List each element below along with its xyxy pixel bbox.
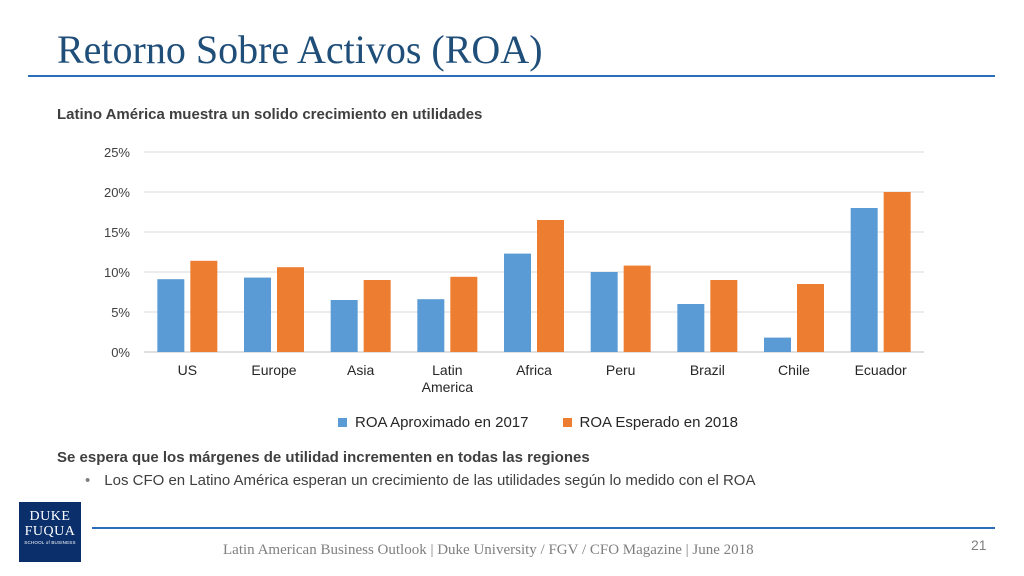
logo-text-fuqua: FUQUA bbox=[24, 524, 76, 539]
bar-2017 bbox=[417, 299, 445, 352]
chart-subtitle: Latino América muestra un solido crecimi… bbox=[57, 106, 483, 123]
footer-source: Latin American Business Outlook | Duke U… bbox=[223, 542, 754, 558]
legend-item-2017: ROA Aproximado en 2017 bbox=[338, 414, 529, 431]
x-tick-label: Africa bbox=[516, 362, 552, 378]
bar-2018 bbox=[190, 260, 218, 352]
y-tick-label: 20% bbox=[104, 185, 130, 200]
page-number: 21 bbox=[971, 537, 987, 553]
bar-2017 bbox=[764, 337, 791, 352]
logo-text-school: SCHOOL of BUSINESS bbox=[24, 540, 76, 545]
bar-2018 bbox=[883, 192, 911, 352]
y-tick-label: 25% bbox=[104, 145, 130, 160]
bar-2018 bbox=[710, 280, 738, 352]
bullet-text: Los CFO en Latino América esperan un cre… bbox=[104, 472, 756, 489]
bar-2018 bbox=[277, 267, 304, 352]
key-point: Se espera que los márgenes de utilidad i… bbox=[57, 449, 590, 466]
bar-2018 bbox=[623, 265, 651, 352]
bar-2017 bbox=[244, 277, 271, 352]
x-tick-label: US bbox=[178, 362, 197, 378]
y-tick-label: 10% bbox=[104, 265, 130, 280]
x-tick-label: Europe bbox=[251, 362, 296, 378]
legend-label-2017: ROA Aproximado en 2017 bbox=[355, 414, 529, 431]
duke-fuqua-logo: DUKE FUQUA SCHOOL of BUSINESS bbox=[19, 502, 81, 562]
roa-bar-chart: 0% 5% 10% 15% 20% 25% US Europe Asia Latin America… bbox=[104, 145, 924, 395]
bar-2018 bbox=[537, 220, 564, 352]
x-tick-label: Peru bbox=[606, 362, 636, 378]
logo-text-duke: DUKE bbox=[29, 509, 71, 524]
bar-2017 bbox=[330, 300, 358, 352]
legend-swatch-2017 bbox=[338, 418, 348, 427]
x-tick-label: Asia bbox=[347, 362, 374, 378]
x-tick-label: Ecuador bbox=[855, 362, 907, 378]
y-tick-label: 15% bbox=[104, 225, 130, 240]
footer-divider bbox=[92, 527, 995, 529]
bar-2018 bbox=[797, 284, 824, 352]
x-tick-label: Latin America bbox=[422, 362, 474, 395]
x-tick-label: Brazil bbox=[690, 362, 725, 378]
slide-title: Retorno Sobre Activos (ROA) bbox=[57, 27, 543, 72]
chart-legend: ROA Aproximado en 2017 ROA Esperado en 2… bbox=[0, 414, 1024, 431]
bar-2017 bbox=[157, 279, 185, 352]
y-tick-label: 0% bbox=[111, 345, 130, 360]
bullet-item: • Los CFO en Latino América esperan un cr… bbox=[85, 472, 755, 489]
bar-2017 bbox=[590, 272, 618, 352]
bar-2017 bbox=[504, 253, 531, 352]
title-divider bbox=[28, 75, 995, 77]
legend-label-2018: ROA Esperado en 2018 bbox=[579, 414, 738, 431]
x-tick-label: Chile bbox=[778, 362, 810, 378]
legend-item-2018: ROA Esperado en 2018 bbox=[562, 414, 738, 431]
legend-swatch-2018 bbox=[562, 418, 572, 427]
y-tick-label: 5% bbox=[111, 305, 130, 320]
bar-2017 bbox=[677, 304, 705, 352]
bullet-marker: • bbox=[85, 472, 91, 489]
bar-2017 bbox=[850, 208, 878, 352]
bar-2018 bbox=[450, 276, 478, 352]
bar-2018 bbox=[363, 280, 391, 352]
